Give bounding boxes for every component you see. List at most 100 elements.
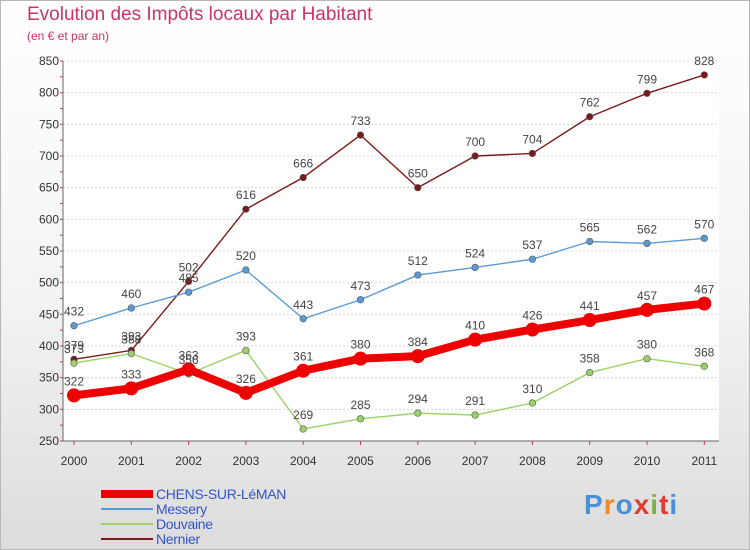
x-tick-label: 2008 bbox=[519, 454, 546, 468]
data-point bbox=[528, 149, 537, 158]
data-label: 502 bbox=[179, 260, 199, 274]
data-point bbox=[643, 89, 651, 97]
data-point bbox=[471, 152, 479, 160]
data-label: 512 bbox=[408, 254, 428, 268]
data-label: 358 bbox=[580, 352, 600, 366]
data-point bbox=[238, 385, 253, 400]
chart-subtitle: (en € et par an) bbox=[27, 29, 110, 43]
y-tick-label: 350 bbox=[39, 371, 59, 385]
legend-label: Douvaine bbox=[156, 516, 213, 532]
legend-swatch bbox=[101, 538, 153, 540]
data-point bbox=[242, 205, 250, 213]
data-point bbox=[586, 369, 594, 377]
data-point bbox=[643, 239, 651, 247]
data-label: 565 bbox=[580, 221, 600, 235]
y-tick-label: 800 bbox=[39, 86, 59, 100]
data-point bbox=[468, 332, 483, 347]
x-tick-label: 2011 bbox=[691, 454, 717, 468]
data-label: 799 bbox=[637, 72, 657, 86]
data-label: 562 bbox=[637, 222, 657, 236]
legend-swatch bbox=[101, 523, 153, 525]
data-point bbox=[697, 296, 712, 311]
x-tick-label: 2000 bbox=[61, 454, 88, 468]
x-tick-label: 2009 bbox=[576, 454, 603, 468]
data-point bbox=[70, 359, 78, 367]
data-label: 322 bbox=[64, 374, 84, 388]
legend-label: CHENS-SUR-LéMAN bbox=[156, 486, 287, 502]
y-tick-label: 550 bbox=[39, 244, 59, 258]
y-tick-label: 700 bbox=[39, 149, 59, 163]
data-label: 520 bbox=[236, 249, 256, 263]
data-point bbox=[296, 363, 311, 378]
data-point bbox=[299, 315, 307, 323]
logo-letter: o bbox=[615, 489, 634, 520]
proxiti-logo: Proxiti bbox=[584, 489, 678, 521]
data-point bbox=[528, 399, 537, 407]
data-label: 361 bbox=[293, 350, 313, 364]
x-tick-label: 2004 bbox=[290, 454, 317, 468]
legend-item: Douvaine bbox=[101, 516, 361, 532]
data-label: 373 bbox=[64, 342, 84, 356]
legend-swatch bbox=[101, 490, 153, 498]
data-label: 666 bbox=[293, 157, 313, 171]
series-line bbox=[73, 74, 705, 360]
data-point bbox=[356, 415, 365, 423]
data-point bbox=[410, 349, 425, 364]
data-point bbox=[700, 362, 708, 370]
data-label: 473 bbox=[350, 279, 370, 293]
y-tick-label: 400 bbox=[39, 339, 59, 353]
data-label: 762 bbox=[580, 96, 600, 110]
y-tick-label: 450 bbox=[39, 307, 59, 321]
data-label: 291 bbox=[465, 394, 485, 408]
data-label: 828 bbox=[694, 54, 714, 68]
data-point bbox=[242, 266, 250, 274]
data-label: 704 bbox=[522, 132, 542, 146]
y-tick-label: 600 bbox=[39, 212, 59, 226]
data-label: 269 bbox=[293, 408, 313, 422]
data-point bbox=[414, 184, 422, 192]
data-label: 441 bbox=[580, 299, 600, 313]
data-label: 426 bbox=[522, 309, 542, 323]
data-label: 380 bbox=[637, 338, 657, 352]
x-tick-label: 2007 bbox=[462, 454, 489, 468]
data-point bbox=[356, 131, 365, 139]
data-point bbox=[414, 409, 422, 417]
x-tick-label: 2003 bbox=[233, 454, 260, 468]
data-point bbox=[299, 173, 307, 182]
x-tick-label: 2005 bbox=[347, 454, 374, 468]
series-line bbox=[73, 237, 705, 327]
data-label: 570 bbox=[694, 217, 714, 231]
data-label: 333 bbox=[121, 367, 141, 381]
chart-title: Evolution des Impôts locaux par Habitant bbox=[27, 4, 373, 25]
data-label: 524 bbox=[465, 246, 485, 260]
data-point bbox=[185, 277, 193, 286]
data-point bbox=[471, 411, 479, 419]
data-point bbox=[528, 255, 537, 263]
data-label: 700 bbox=[465, 135, 485, 149]
logo-letter: i bbox=[669, 489, 679, 520]
series-line bbox=[73, 299, 705, 400]
data-label: 457 bbox=[637, 289, 657, 303]
data-label: 537 bbox=[522, 238, 542, 252]
data-label: 616 bbox=[236, 188, 256, 202]
data-label: 467 bbox=[694, 283, 714, 297]
data-label: 388 bbox=[121, 333, 141, 347]
data-point bbox=[700, 71, 708, 79]
chart-legend: CHENS-SUR-LéMAN Messery Douvaine Nernier bbox=[101, 486, 361, 547]
legend-swatch bbox=[101, 508, 153, 510]
data-point bbox=[586, 237, 594, 246]
logo-letter: x bbox=[633, 489, 651, 520]
data-label: 410 bbox=[465, 319, 485, 333]
y-tick-label: 500 bbox=[39, 276, 59, 290]
data-label: 460 bbox=[121, 287, 141, 301]
data-label: 310 bbox=[522, 382, 542, 396]
legend-label: Messery bbox=[156, 501, 207, 517]
data-label: 380 bbox=[350, 338, 370, 352]
y-tick-label: 850 bbox=[39, 54, 59, 68]
data-point bbox=[640, 302, 654, 317]
data-point bbox=[353, 351, 368, 366]
data-label: 443 bbox=[293, 298, 313, 312]
data-point bbox=[525, 322, 540, 337]
